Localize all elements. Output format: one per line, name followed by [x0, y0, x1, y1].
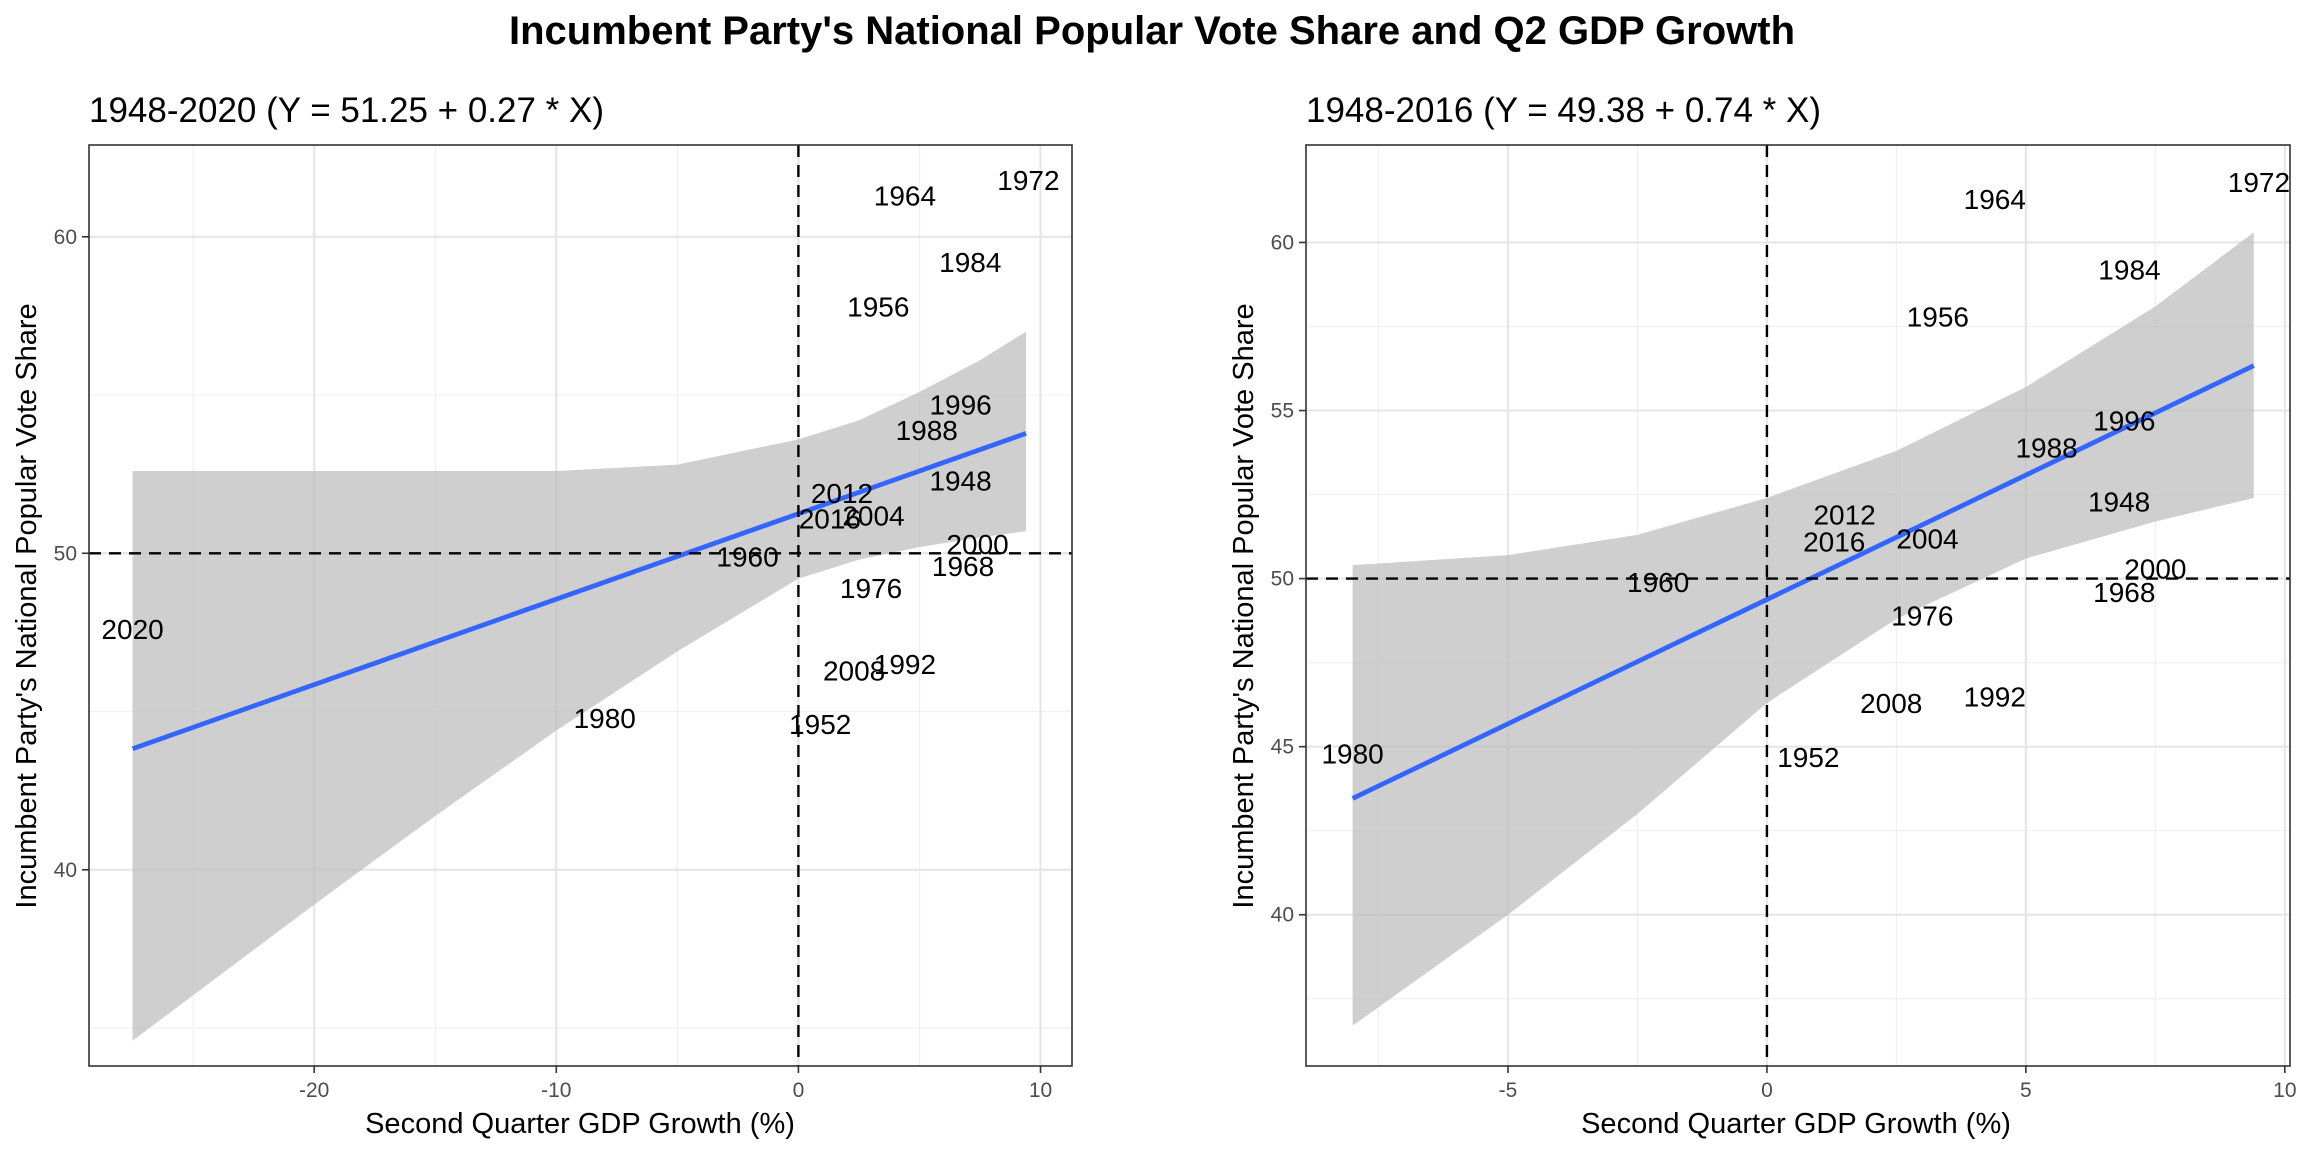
- chart-panel-left: 1948-2020 (Y = 51.25 + 0.27 * X) Second …: [11, 91, 1073, 1140]
- y-tick-label: 60: [54, 226, 77, 249]
- regression-line: [131, 431, 1027, 751]
- point-label: 1992: [1964, 681, 2026, 712]
- point-label: 1960: [1627, 567, 1689, 598]
- x-tick-label: 10: [2273, 1079, 2296, 1102]
- point-label: 1980: [1321, 738, 1383, 769]
- point-label: 1964: [1964, 184, 2026, 215]
- panel-subtitle: 1948-2020 (Y = 51.25 + 0.27 * X): [89, 91, 604, 130]
- point-label: 2012: [1813, 500, 1875, 531]
- point-label: 2004: [1896, 523, 1958, 554]
- panel-border: [88, 144, 1073, 1067]
- x-tick-label: 5: [2020, 1079, 2032, 1102]
- point-label: 1968: [2093, 577, 2155, 608]
- point-label: 1952: [1777, 742, 1839, 773]
- point-label: 1988: [2015, 433, 2077, 464]
- point-label: 2016: [799, 503, 861, 534]
- point-label: 1956: [847, 291, 909, 322]
- y-tick-label: 45: [1271, 736, 1294, 759]
- point-label: 1984: [939, 247, 1001, 278]
- point-label: 2000: [2124, 554, 2186, 585]
- point-label: 2008: [823, 655, 885, 686]
- point-label: 1948: [2088, 486, 2150, 517]
- confidence-band: [132, 331, 1026, 1041]
- x-tick-label: 0: [793, 1079, 805, 1102]
- point-label: 1980: [574, 703, 636, 734]
- x-axis-title: Second Quarter GDP Growth (%): [1581, 1108, 2011, 1140]
- point-label: 1996: [2093, 406, 2155, 437]
- chart-panel-right: 1948-2016 (Y = 49.38 + 0.74 * X) Second …: [1228, 91, 2297, 1140]
- figure-title: Incumbent Party's National Popular Vote …: [509, 9, 1795, 53]
- y-axis-title: Incumbent Party's National Popular Vote …: [1228, 303, 1260, 908]
- point-label: 2016: [1803, 527, 1865, 558]
- point-label: 1972: [997, 165, 1059, 196]
- y-tick-label: 50: [54, 542, 77, 565]
- x-tick-label: 10: [1029, 1079, 1052, 1102]
- y-tick-label: 60: [1271, 231, 1294, 254]
- y-axis-title: Incumbent Party's National Popular Vote …: [11, 303, 43, 908]
- x-tick-label: -5: [1499, 1079, 1518, 1102]
- point-label: 1988: [896, 415, 958, 446]
- point-label: 1972: [2228, 167, 2290, 198]
- point-label: 1948: [929, 465, 991, 496]
- point-label: 1964: [874, 181, 936, 212]
- y-tick-label: 50: [1271, 568, 1294, 591]
- point-label: 2008: [1860, 688, 1922, 719]
- x-tick-label: 0: [1761, 1079, 1773, 1102]
- y-tick-label: 40: [1271, 904, 1294, 927]
- point-label: 1996: [929, 390, 991, 421]
- point-label: 2012: [811, 478, 873, 509]
- point-label: 1952: [789, 709, 851, 740]
- point-label: 1968: [932, 551, 994, 582]
- point-label: 1960: [716, 541, 778, 572]
- panel-border: [1305, 144, 2291, 1067]
- y-tick-label: 55: [1271, 400, 1294, 423]
- regression-line: [1351, 363, 2255, 801]
- x-tick-label: -10: [541, 1079, 571, 1102]
- point-label: 2000: [946, 529, 1008, 560]
- confidence-band: [1352, 232, 2254, 1026]
- point-label: 1992: [874, 649, 936, 680]
- point-label: 2004: [842, 500, 904, 531]
- x-axis-title: Second Quarter GDP Growth (%): [365, 1108, 795, 1140]
- x-tick-label: -20: [299, 1079, 329, 1102]
- panel-subtitle: 1948-2016 (Y = 49.38 + 0.74 * X): [1306, 91, 1821, 130]
- point-label: 1976: [840, 573, 902, 604]
- point-label: 2020: [101, 614, 163, 645]
- point-label: 1956: [1907, 301, 1969, 332]
- point-label: 1976: [1891, 601, 1953, 632]
- point-label: 1984: [2098, 254, 2160, 285]
- y-tick-label: 40: [54, 859, 77, 882]
